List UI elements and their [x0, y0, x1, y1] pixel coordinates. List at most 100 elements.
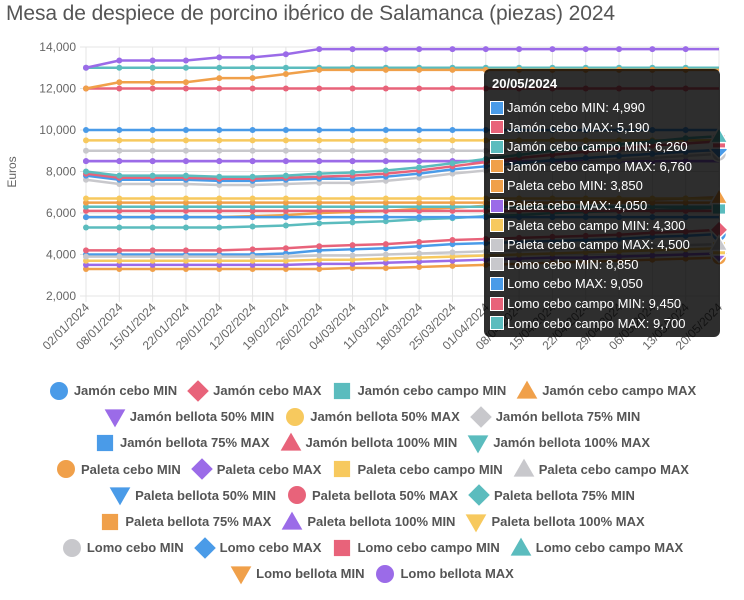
- data-point[interactable]: [449, 160, 456, 167]
- legend-item[interactable]: Paleta bellota 100% MIN: [281, 509, 455, 535]
- data-point[interactable]: [249, 266, 256, 273]
- data-point[interactable]: [416, 254, 423, 261]
- data-point[interactable]: [216, 127, 223, 133]
- data-point[interactable]: [116, 158, 123, 165]
- data-point[interactable]: [282, 203, 289, 210]
- data-point[interactable]: [349, 260, 356, 267]
- legend-marker-shape[interactable]: [193, 536, 216, 559]
- data-point[interactable]: [449, 137, 456, 144]
- legend-marker-shape[interactable]: [468, 484, 490, 507]
- data-point[interactable]: [149, 199, 156, 206]
- data-point[interactable]: [182, 224, 189, 231]
- data-point[interactable]: [416, 263, 423, 270]
- data-point[interactable]: [382, 46, 389, 53]
- data-point[interactable]: [382, 259, 389, 266]
- data-point[interactable]: [316, 127, 323, 133]
- data-point[interactable]: [316, 85, 323, 92]
- data-point[interactable]: [316, 195, 323, 202]
- legend-marker-shape[interactable]: [57, 460, 76, 479]
- data-point[interactable]: [216, 173, 223, 180]
- data-point[interactable]: [116, 147, 123, 154]
- data-point[interactable]: [282, 137, 289, 144]
- data-point[interactable]: [83, 176, 89, 183]
- data-point[interactable]: [182, 64, 189, 71]
- data-point[interactable]: [83, 247, 89, 254]
- data-point[interactable]: [149, 253, 156, 260]
- data-point[interactable]: [382, 218, 389, 225]
- data-point[interactable]: [282, 266, 289, 273]
- data-point[interactable]: [216, 64, 223, 71]
- data-point[interactable]: [416, 174, 423, 181]
- data-point[interactable]: [83, 199, 89, 206]
- data-point[interactable]: [282, 127, 289, 133]
- data-point[interactable]: [416, 164, 423, 171]
- data-point[interactable]: [116, 127, 123, 133]
- data-point[interactable]: [182, 261, 189, 268]
- legend-marker-shape[interactable]: [286, 407, 305, 426]
- data-point[interactable]: [282, 85, 289, 92]
- data-point[interactable]: [249, 253, 256, 260]
- data-point[interactable]: [149, 85, 156, 92]
- data-point[interactable]: [449, 203, 456, 210]
- legend-marker-shape[interactable]: [288, 486, 307, 505]
- data-point[interactable]: [116, 199, 123, 206]
- data-point[interactable]: [216, 214, 223, 221]
- data-point[interactable]: [182, 180, 189, 187]
- legend-item[interactable]: Lomo bellota MAX: [374, 561, 514, 587]
- data-point[interactable]: [249, 195, 256, 202]
- data-point[interactable]: [382, 66, 389, 73]
- data-point[interactable]: [316, 203, 323, 210]
- data-point[interactable]: [116, 261, 123, 268]
- data-point[interactable]: [316, 137, 323, 144]
- legend-marker-shape[interactable]: [109, 487, 131, 506]
- data-point[interactable]: [282, 70, 289, 77]
- series-line[interactable]: [85, 47, 719, 69]
- data-point[interactable]: [83, 137, 89, 144]
- data-point[interactable]: [116, 253, 123, 260]
- data-point[interactable]: [149, 207, 156, 214]
- data-point[interactable]: [116, 257, 123, 264]
- data-point[interactable]: [149, 57, 156, 64]
- data-point[interactable]: [182, 257, 189, 264]
- data-point[interactable]: [282, 261, 289, 268]
- legend-item[interactable]: Paleta cebo MIN: [55, 457, 181, 483]
- data-point[interactable]: [149, 64, 156, 71]
- legend-marker-shape[interactable]: [334, 461, 351, 478]
- data-point[interactable]: [182, 127, 189, 133]
- data-point[interactable]: [382, 177, 389, 184]
- data-point[interactable]: [116, 79, 123, 86]
- data-point[interactable]: [249, 246, 256, 253]
- data-point[interactable]: [182, 147, 189, 154]
- data-point[interactable]: [116, 85, 123, 92]
- data-point[interactable]: [382, 137, 389, 144]
- data-point[interactable]: [382, 158, 389, 165]
- data-point[interactable]: [416, 195, 423, 202]
- data-point[interactable]: [216, 199, 223, 206]
- data-point[interactable]: [149, 224, 156, 231]
- data-point[interactable]: [249, 173, 256, 180]
- data-point[interactable]: [116, 57, 123, 64]
- data-point[interactable]: [83, 207, 89, 214]
- data-point[interactable]: [182, 199, 189, 206]
- data-point[interactable]: [249, 207, 256, 214]
- data-point[interactable]: [349, 252, 356, 259]
- data-point[interactable]: [182, 85, 189, 92]
- legend-item[interactable]: Paleta bellota 50% MIN: [109, 483, 276, 509]
- data-point[interactable]: [516, 46, 523, 53]
- data-point[interactable]: [216, 257, 223, 264]
- data-point[interactable]: [149, 247, 156, 254]
- data-point[interactable]: [149, 158, 156, 165]
- data-point[interactable]: [416, 199, 423, 206]
- data-point[interactable]: [149, 261, 156, 268]
- data-point[interactable]: [316, 220, 323, 227]
- data-point[interactable]: [83, 85, 89, 92]
- data-point[interactable]: [449, 46, 456, 53]
- data-point[interactable]: [182, 137, 189, 144]
- data-point[interactable]: [316, 46, 323, 53]
- data-point[interactable]: [316, 252, 323, 259]
- data-point[interactable]: [282, 257, 289, 264]
- data-point[interactable]: [316, 256, 323, 263]
- data-point[interactable]: [316, 207, 323, 214]
- data-point[interactable]: [482, 46, 489, 53]
- data-point[interactable]: [182, 57, 189, 64]
